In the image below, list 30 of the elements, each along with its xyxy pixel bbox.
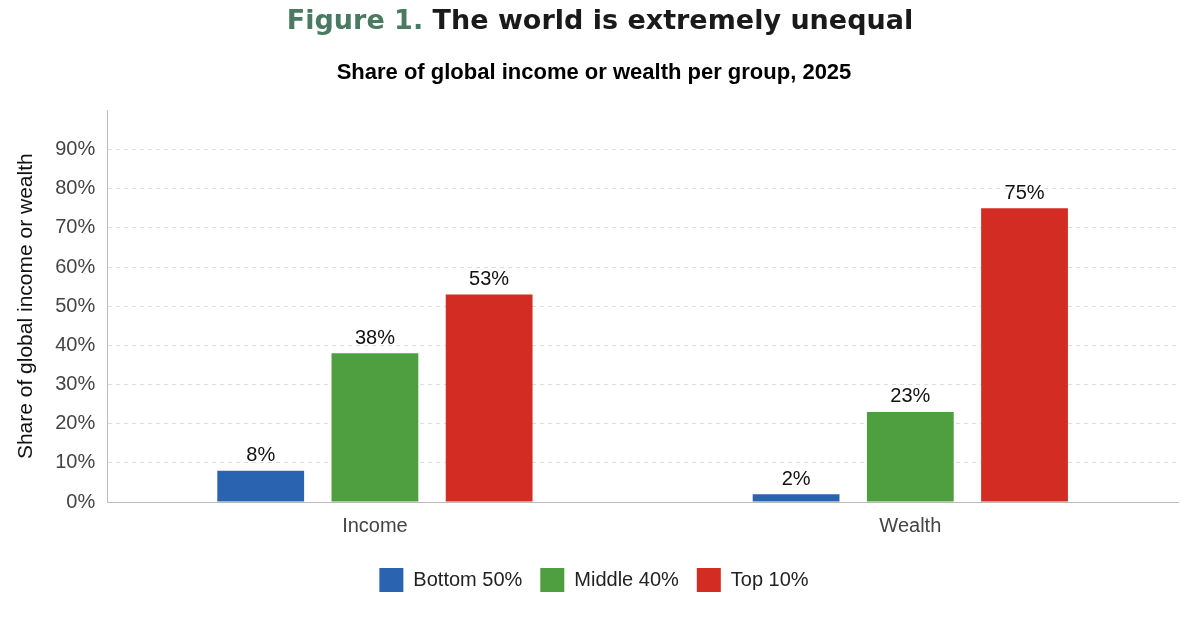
bar [331,353,419,502]
y-tick-label: 10% [55,450,96,473]
y-tick-label: 0% [66,489,96,512]
chart-title: Figure 1. The world is extremely unequal [285,4,915,35]
y-tick-label: 90% [55,137,96,160]
y-tick-label: 60% [55,254,96,277]
y-tick-label: 30% [55,372,96,395]
data-label: 23% [890,384,931,407]
bar [445,294,533,502]
y-axis-title: Share of global income or wealth [13,153,37,460]
data-label: 8% [246,443,276,466]
data-label: 53% [469,266,510,289]
y-tick-label: 40% [55,332,96,355]
bar [866,411,954,502]
data-label: 75% [1004,180,1045,203]
x-tick-label: Income [342,513,408,536]
legend-label: Bottom 50% [413,567,523,590]
bar [217,470,305,502]
data-label: 2% [781,466,811,489]
y-tick-label: 80% [55,176,96,199]
y-tick-label: 70% [55,215,96,238]
x-tick-label: Wealth [879,513,942,536]
legend-label: Top 10% [730,567,809,590]
data-label: 38% [354,325,396,348]
bar [752,494,840,502]
y-tick-label: 20% [55,411,96,434]
bar [981,208,1068,502]
y-tick-label: 50% [55,293,96,316]
legend-label: Middle 40% [574,567,680,590]
chart-subtitle: Share of global income or wealth per group, 2025 [336,59,852,85]
